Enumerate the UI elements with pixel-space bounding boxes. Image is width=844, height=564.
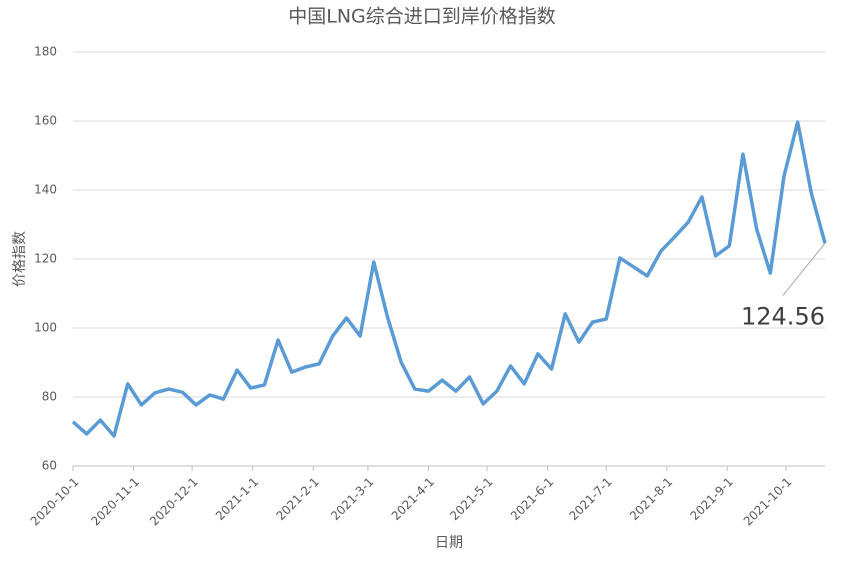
y-tick-label: 160	[34, 114, 57, 128]
x-axis-label: 日期	[435, 535, 463, 551]
data-label: 124.56	[741, 302, 825, 330]
leader-line	[782, 242, 826, 296]
line-series	[71, 120, 827, 438]
y-tick-label: 120	[34, 252, 57, 266]
y-tick-label: 180	[34, 45, 57, 59]
y-tick-label: 60	[42, 459, 57, 473]
x-tick-label: 2021-5-1	[447, 475, 495, 523]
y-tick-label: 100	[34, 321, 57, 335]
y-tick-label: 140	[34, 183, 57, 197]
x-tick-label: 2021-4-1	[389, 475, 437, 523]
x-tick-label: 2021-9-1	[688, 475, 736, 523]
chart-title: 中国LNG综合进口到岸价格指数	[288, 6, 556, 28]
x-tick-label: 2020-10-1	[28, 475, 82, 529]
x-tick-label: 2021-2-1	[273, 475, 321, 523]
x-tick-label: 2021-8-1	[627, 475, 675, 523]
x-tick-label: 2020-12-1	[147, 475, 201, 529]
x-tick-label: 2021-1-1	[213, 475, 261, 523]
x-tick-label: 2020-11-1	[88, 475, 142, 529]
x-tick-label: 2021-6-1	[508, 475, 556, 523]
x-tick-label: 2021-3-1	[328, 475, 376, 523]
y-tick-label: 80	[42, 390, 57, 404]
x-tick-label: 2021-10-1	[741, 475, 795, 529]
x-tick-label: 2021-7-1	[566, 475, 614, 523]
y-axis-label: 价格指数	[12, 231, 28, 287]
